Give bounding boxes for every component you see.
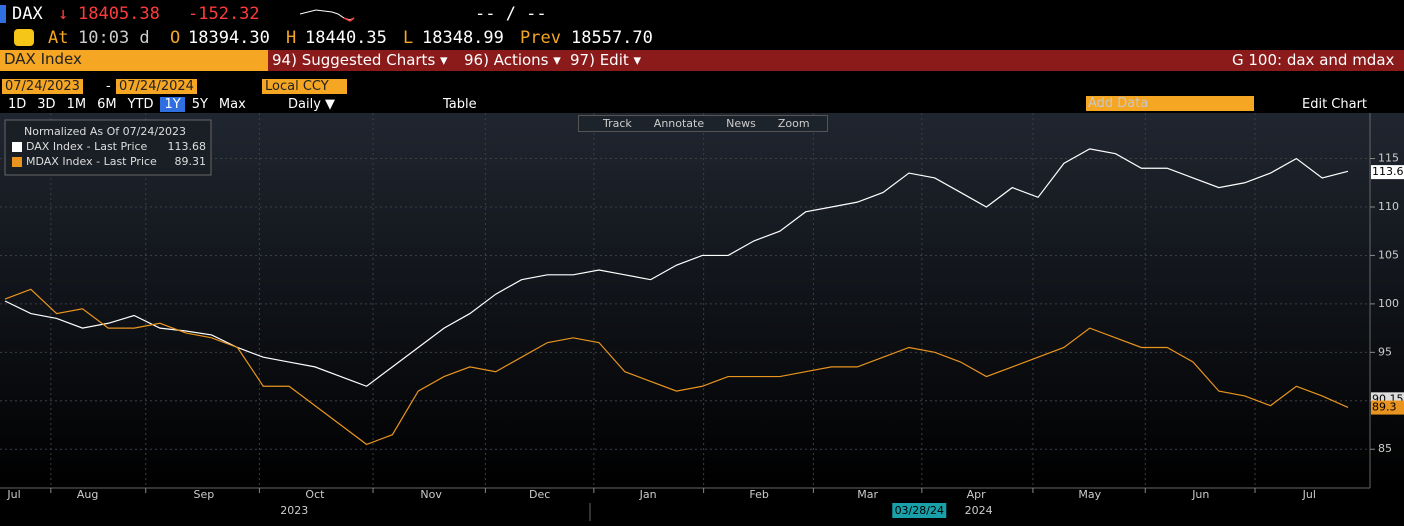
period-button[interactable]: 5Y <box>191 97 208 112</box>
x-tick-label: Feb <box>749 488 768 501</box>
x-tick-label: Mar <box>857 488 878 501</box>
period-button[interactable]: Max <box>218 97 246 112</box>
y-tick-label: 110 <box>1378 200 1399 213</box>
y-tick-label: 115 <box>1378 152 1399 165</box>
toolbar-button[interactable]: Zoom <box>777 117 810 130</box>
edit-chart[interactable]: Edit Chart <box>1302 97 1368 112</box>
legend-value: 113.68 <box>168 140 207 153</box>
end-date[interactable]: 07/24/2024 <box>116 79 197 94</box>
prev: 18557.70 <box>571 28 653 48</box>
legend-label: MDAX Index - Last Price <box>26 155 157 168</box>
period-button[interactable]: 6M <box>97 97 117 112</box>
low: 18348.99 <box>422 28 504 48</box>
low-label: L <box>403 28 414 48</box>
x-tick-label: May <box>1078 488 1101 501</box>
x-tick-label: Dec <box>529 488 550 501</box>
toolbar-button[interactable]: News <box>726 117 756 130</box>
period-bar: 1D 3D 1M 6M YTD 1Y 5Y Max <box>4 97 253 112</box>
period-button[interactable]: YTD <box>127 97 154 112</box>
period-button[interactable]: 1D <box>8 97 27 112</box>
frequency[interactable]: Daily ▼ <box>288 97 336 112</box>
x-tick-label: Oct <box>305 488 325 501</box>
year-label: 2023 <box>280 504 308 517</box>
legend: Normalized As Of 07/24/2023 DAX Index - L… <box>4 119 212 176</box>
high-label: H <box>286 28 297 48</box>
sparkline <box>299 9 355 22</box>
legend-value: 89.31 <box>175 155 207 168</box>
menu-item[interactable]: 94) Suggested Charts ▾ <box>272 51 448 69</box>
toolbar-button[interactable]: Track <box>603 117 632 130</box>
x-tick-label: Jul <box>1302 488 1316 501</box>
plot-background <box>0 113 1404 488</box>
price-tag-box <box>1371 165 1404 180</box>
x-tick-label: Jul <box>6 488 20 501</box>
at-label: At <box>48 28 69 48</box>
legend-swatch <box>12 157 22 167</box>
x-tick-label: Nov <box>420 488 442 501</box>
bid-ask: -- / -- <box>475 4 547 24</box>
legend-swatch <box>12 142 22 152</box>
currency[interactable]: Local CCY <box>262 79 347 94</box>
menu-bar: DAX Index 94) Suggested Charts ▾ 96) Act… <box>0 50 1404 71</box>
last-price: 18405.38 <box>78 4 160 24</box>
legend-box <box>4 119 212 176</box>
time: 10:03 d <box>78 28 150 48</box>
open: 18394.30 <box>188 28 270 48</box>
chart-toolbar: Track Annotate News Zoom <box>578 115 828 132</box>
arrow: ↓ <box>58 4 69 24</box>
menu-item[interactable]: 97) Edit ▾ <box>570 51 642 69</box>
date-sep: - <box>106 79 111 94</box>
cursor-label: 03/28/24 <box>895 504 944 517</box>
price-tag: 113.6 <box>1372 165 1404 178</box>
chart: 859095100105110115JulAugSepOctNovDecJanF… <box>0 113 1404 521</box>
legend-label: DAX Index - Last Price <box>26 140 148 153</box>
high: 18440.35 <box>305 28 387 48</box>
x-tick-label: Jan <box>639 488 657 501</box>
price-tag-box <box>1371 400 1404 415</box>
focus-bar <box>0 5 6 23</box>
open-label: O <box>170 28 181 48</box>
x-tick-label: Sep <box>194 488 215 501</box>
period-button[interactable]: 1M <box>66 97 87 112</box>
price-tag: 89.3 <box>1372 401 1397 414</box>
cursor-box <box>892 503 947 518</box>
x-tick-label: Apr <box>967 488 987 501</box>
ticker: DAX <box>12 4 43 24</box>
security-field[interactable]: DAX Index <box>0 50 268 71</box>
year-label: 2024 <box>965 504 993 517</box>
y-tick-label: 105 <box>1378 248 1399 261</box>
menu-right[interactable]: G 100: dax and mdax <box>1232 51 1395 69</box>
series-line <box>4 288 1349 446</box>
toolbar-button[interactable]: Annotate <box>653 117 705 130</box>
series-line <box>4 148 1349 387</box>
y-tick-label: 100 <box>1378 297 1399 310</box>
prev-label: Prev <box>520 28 561 48</box>
y-tick-label: 85 <box>1378 442 1392 455</box>
clock-icon <box>14 29 34 46</box>
change: -152.32 <box>188 4 260 24</box>
x-tick-label: Aug <box>77 488 98 501</box>
table-button[interactable]: Table <box>443 97 477 112</box>
add-data[interactable]: Add Data <box>1086 96 1254 111</box>
y-tick-label: 95 <box>1378 345 1392 358</box>
period-button[interactable]: 3D <box>37 97 56 112</box>
period-button[interactable]: 1Y <box>160 97 185 112</box>
x-tick-label: Jun <box>1191 488 1209 501</box>
start-date[interactable]: 07/24/2023 <box>2 79 83 94</box>
legend-title: Normalized As Of 07/24/2023 <box>24 125 186 138</box>
menu-item[interactable]: 96) Actions ▾ <box>464 51 561 69</box>
